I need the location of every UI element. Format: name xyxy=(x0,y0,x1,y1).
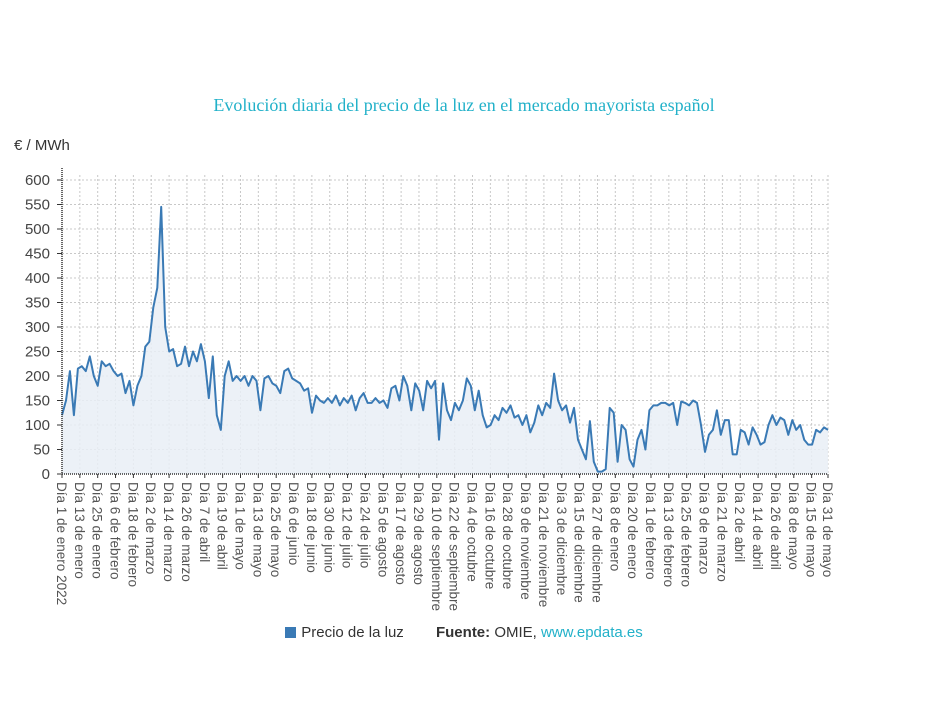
y-tick-label: 250 xyxy=(25,344,50,361)
x-tick-label: Día 1 de febrero xyxy=(643,482,658,580)
x-tick-label: Día 10 de septiembre xyxy=(429,482,444,611)
x-tick-label: Día 27 de diciembre xyxy=(589,482,604,603)
x-tick-label: Día 15 de diciembre xyxy=(572,482,587,603)
x-tick-label: Día 7 de abril xyxy=(197,482,212,562)
x-tick-label: Día 24 de julio xyxy=(357,482,372,568)
x-tick-label: Día 17 de agosto xyxy=(393,482,408,585)
y-tick-label: 600 xyxy=(25,172,50,189)
x-tick-label: Día 15 de mayo xyxy=(804,482,819,577)
x-tick-label: Día 30 de junio xyxy=(322,482,337,573)
source-value: OMIE, xyxy=(494,624,537,641)
x-tick-label: Día 19 de abril xyxy=(215,482,230,570)
y-tick-label: 300 xyxy=(25,319,50,336)
series-line xyxy=(61,205,829,473)
x-tick-label: Día 31 de mayo xyxy=(820,482,835,577)
y-tick-label: 50 xyxy=(33,442,50,459)
x-tick-label: Día 26 de marzo xyxy=(179,482,194,582)
x-tick-label: Día 3 de diciembre xyxy=(554,482,569,595)
x-tick-label: Día 5 de agosto xyxy=(375,482,390,577)
y-tick-label: 450 xyxy=(25,246,50,263)
x-tick-label: Día 26 de abril xyxy=(768,482,783,570)
x-tick-label: Día 20 de enero xyxy=(625,482,640,579)
x-tick-label: Día 6 de febrero xyxy=(108,482,123,580)
x-tick-label: Día 18 de junio xyxy=(304,482,319,573)
source-link[interactable]: www.epdata.es xyxy=(541,624,643,641)
x-tick-label: Día 18 de febrero xyxy=(125,482,140,587)
x-tick-label: Día 14 de abril xyxy=(750,482,765,570)
x-tick-label: Día 9 de marzo xyxy=(697,482,712,574)
x-tick-label: Día 8 de mayo xyxy=(786,482,801,570)
x-tick-label: Día 4 de octubre xyxy=(465,482,480,582)
y-axis-label: € / MWh xyxy=(14,137,70,154)
x-tick-label: Día 13 de enero xyxy=(72,482,87,579)
x-tick-label: Día 6 de junio xyxy=(286,482,301,565)
x-tick-label: Día 1 de enero 2022 xyxy=(54,482,69,605)
x-tick-label: Día 13 de febrero xyxy=(661,482,676,587)
x-tick-label: Día 13 de mayo xyxy=(250,482,265,577)
y-tick-label: 550 xyxy=(25,197,50,214)
y-tick-label: 500 xyxy=(25,221,50,238)
x-tick-label: Día 28 de octubre xyxy=(500,482,515,589)
legend-item-precio[interactable]: Precio de la luz xyxy=(301,624,404,641)
chart-title: Evolución diaria del precio de la luz en… xyxy=(213,95,715,115)
x-tick-label: Día 25 de febrero xyxy=(679,482,694,587)
x-tick-label: Día 22 de septiembre xyxy=(447,482,462,611)
source-label: Fuente: xyxy=(435,624,491,641)
x-tick-label: Día 2 de marzo xyxy=(143,482,158,574)
legend-swatch xyxy=(285,627,297,638)
series-area xyxy=(62,206,828,474)
y-tick-label: 350 xyxy=(25,295,50,312)
x-tick-label: Día 2 de abril xyxy=(732,482,747,562)
x-tick-label: Día 21 de marzo xyxy=(714,482,729,582)
x-tick-label: Día 8 de enero xyxy=(607,482,622,571)
x-tick-label: Día 12 de julio xyxy=(340,482,355,568)
y-tick-label: 400 xyxy=(25,270,50,287)
x-tick-label: Día 9 de noviembre xyxy=(518,482,533,600)
x-tick-label: Día 14 de marzo xyxy=(161,482,176,582)
x-tick-label: Día 29 de agosto xyxy=(411,482,426,585)
y-tick-label: 150 xyxy=(25,393,50,410)
chart-legend: Precio de la luz Fuente: OMIE, www.epdat… xyxy=(0,624,928,641)
x-tick-label: Día 16 de octubre xyxy=(482,482,497,589)
x-tick-label: Día 25 de enero xyxy=(90,482,105,579)
y-tick-label: 100 xyxy=(25,417,50,434)
y-tick-label: 0 xyxy=(42,466,50,483)
x-tick-label: Día 25 de mayo xyxy=(268,482,283,577)
x-tick-label: Día 1 de mayo xyxy=(232,482,247,570)
y-tick-label: 200 xyxy=(25,368,50,385)
x-tick-label: Día 21 de noviembre xyxy=(536,482,551,607)
